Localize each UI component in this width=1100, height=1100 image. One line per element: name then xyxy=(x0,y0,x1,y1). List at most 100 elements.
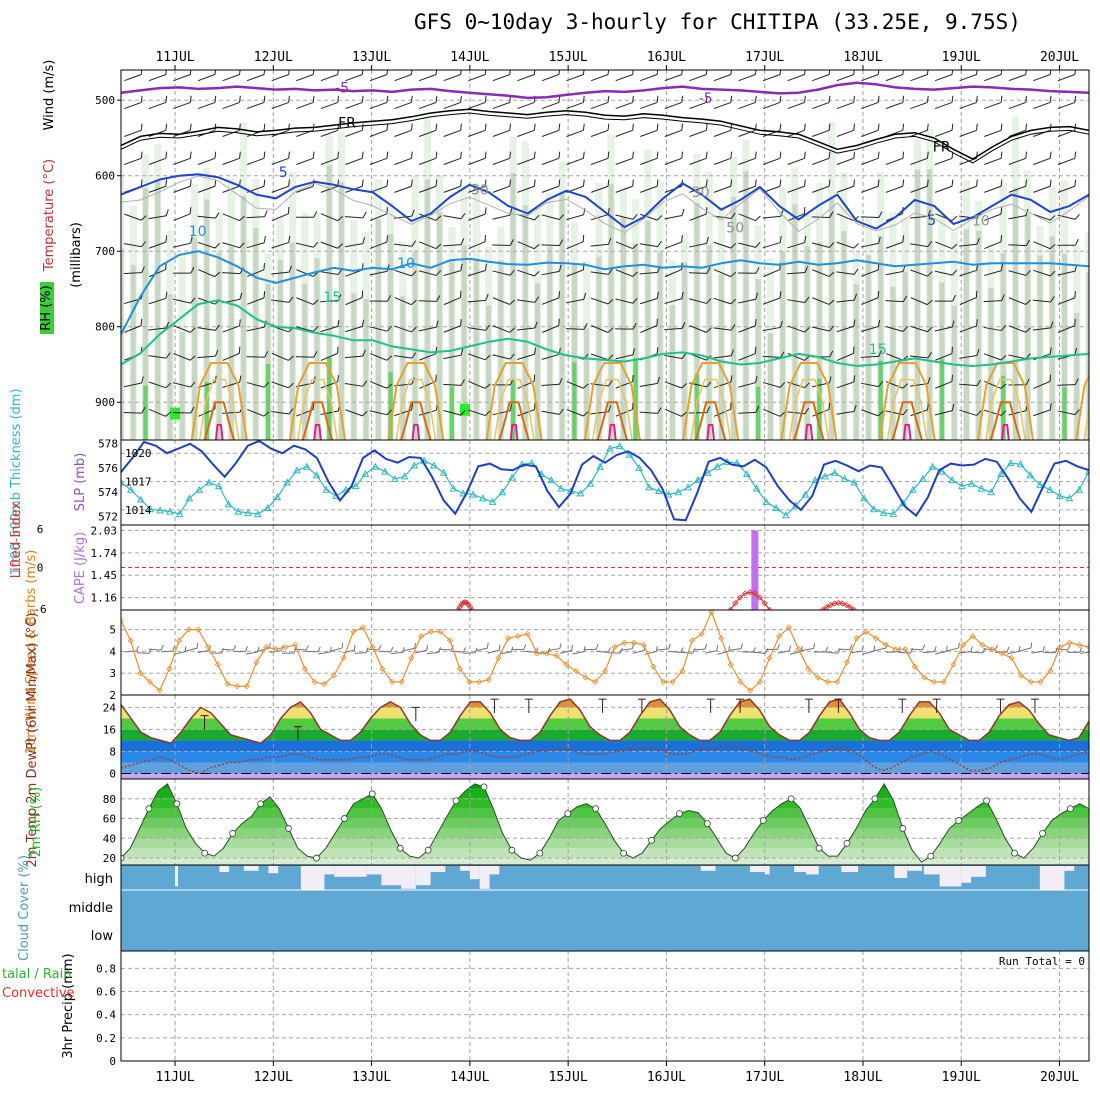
contour-label: 30 xyxy=(471,183,489,199)
wind-barb-staff xyxy=(640,325,658,333)
rh2m-point xyxy=(1066,805,1074,813)
wind-barb-staff xyxy=(492,214,511,220)
lifted-index-point xyxy=(727,606,734,610)
rh2m-tick-label: 20 xyxy=(103,852,116,865)
wind-barb-flag xyxy=(976,410,982,416)
wind10m-point xyxy=(485,676,492,683)
wind-barb-flag xyxy=(533,403,536,410)
wind-barb-staff xyxy=(320,74,338,82)
wind10m-point xyxy=(969,633,976,640)
wind10m-barb-staff xyxy=(245,651,258,655)
thickness-point xyxy=(381,467,389,475)
wind-barb-flag xyxy=(509,151,512,159)
wind-barb-staff xyxy=(148,215,167,220)
rh-shade-50 xyxy=(326,164,332,440)
wind-barb-staff xyxy=(123,411,142,414)
wind-barb-staff xyxy=(517,241,535,250)
date-label-top: 16JUL xyxy=(647,50,686,65)
wind-barb-flag xyxy=(755,405,760,413)
wind-barb-flag xyxy=(411,352,417,359)
wind-barb xyxy=(812,402,831,417)
date-label-bottom: 14JUL xyxy=(450,1070,489,1085)
wind-barb-flag xyxy=(214,242,221,249)
wind10m-point xyxy=(466,678,473,685)
cloud-clear-gap xyxy=(794,866,806,872)
wind-barb-flag xyxy=(411,209,415,217)
wind-barb-flag xyxy=(214,70,217,75)
wind-barb xyxy=(541,70,561,82)
wind-barb xyxy=(1008,151,1028,165)
wind-barb-staff xyxy=(516,327,535,331)
wind-barb-staff xyxy=(148,101,167,110)
rh2m-point xyxy=(927,852,935,860)
wind-barb-flag xyxy=(386,325,392,332)
rh2m-point xyxy=(787,795,795,803)
wind-barb-flag xyxy=(509,404,513,411)
wind-barb-flag xyxy=(829,211,834,218)
lifted-index-point xyxy=(456,603,463,610)
rh-shade-50 xyxy=(620,216,626,440)
wind-barb xyxy=(345,319,365,333)
wind-barb xyxy=(737,267,760,274)
wind-barb-staff xyxy=(787,325,805,333)
wind-barb-staff xyxy=(885,353,903,361)
date-label-top: 14JUL xyxy=(450,50,489,65)
wind-barb xyxy=(443,379,465,386)
wind-barb-staff xyxy=(713,297,732,305)
wind-barb xyxy=(1057,409,1080,416)
thickness-point xyxy=(478,494,487,502)
wind-barb-flag xyxy=(410,95,413,103)
ylabel-precip-total: talal / Rain xyxy=(2,967,71,982)
thickness-point xyxy=(1075,485,1084,493)
wind-barb-flag xyxy=(853,95,856,103)
wind-barb-flag xyxy=(632,297,638,304)
wind-barb-flag xyxy=(362,349,366,357)
wind-barb-staff xyxy=(984,129,1002,137)
wind10m-barb-flag xyxy=(692,648,696,654)
wind-barb xyxy=(542,318,560,333)
lifted-index-point xyxy=(461,599,469,606)
wind-barb-flag xyxy=(656,151,659,159)
wind10m-barb-staff xyxy=(1019,647,1032,652)
wind-barb-staff xyxy=(566,241,584,250)
wind10m-barb-flag xyxy=(813,643,816,649)
wind-barb-staff xyxy=(959,74,977,82)
wind-barb xyxy=(197,179,217,193)
wind10m-barb xyxy=(958,646,973,654)
wind-barb-flag xyxy=(288,179,290,187)
wind-barb xyxy=(590,268,613,275)
wind-barb-flag xyxy=(902,383,909,389)
wind-barb xyxy=(1008,123,1028,137)
wind-barb-flag xyxy=(902,151,905,159)
wind-barb xyxy=(1057,213,1080,220)
wind-barb xyxy=(394,179,413,193)
wind-barb-staff xyxy=(713,157,732,165)
wind-barb xyxy=(1057,318,1076,333)
wind10m-point xyxy=(592,678,599,685)
wind-barb-flag xyxy=(238,346,241,354)
wind-barb-flag xyxy=(828,179,831,187)
wind-barb-staff xyxy=(1008,297,1026,305)
wind-barb-flag xyxy=(582,179,585,187)
wind-barb-staff xyxy=(787,271,806,275)
wind-barb xyxy=(541,377,563,387)
wind-barb xyxy=(860,380,884,388)
thickness-point xyxy=(713,462,722,470)
wind10m-point xyxy=(447,637,454,644)
wind-barb-staff xyxy=(418,74,437,82)
wind-barb-staff xyxy=(910,243,928,248)
wind-barb-flag xyxy=(435,270,442,276)
wind-barb xyxy=(713,212,736,219)
lifted-index-point xyxy=(751,590,758,597)
wind-barb-staff xyxy=(934,326,953,332)
wind-barb-staff xyxy=(468,101,486,110)
precip-tick-label: 0 xyxy=(109,1055,116,1068)
wind-barb-staff xyxy=(148,355,167,359)
wind-barb xyxy=(296,95,315,110)
rh-band xyxy=(121,858,1089,865)
thickness-point xyxy=(293,466,301,474)
thickness-point xyxy=(156,506,164,514)
temp-contour-35 xyxy=(606,423,619,440)
wind-barb-flag xyxy=(189,327,196,333)
